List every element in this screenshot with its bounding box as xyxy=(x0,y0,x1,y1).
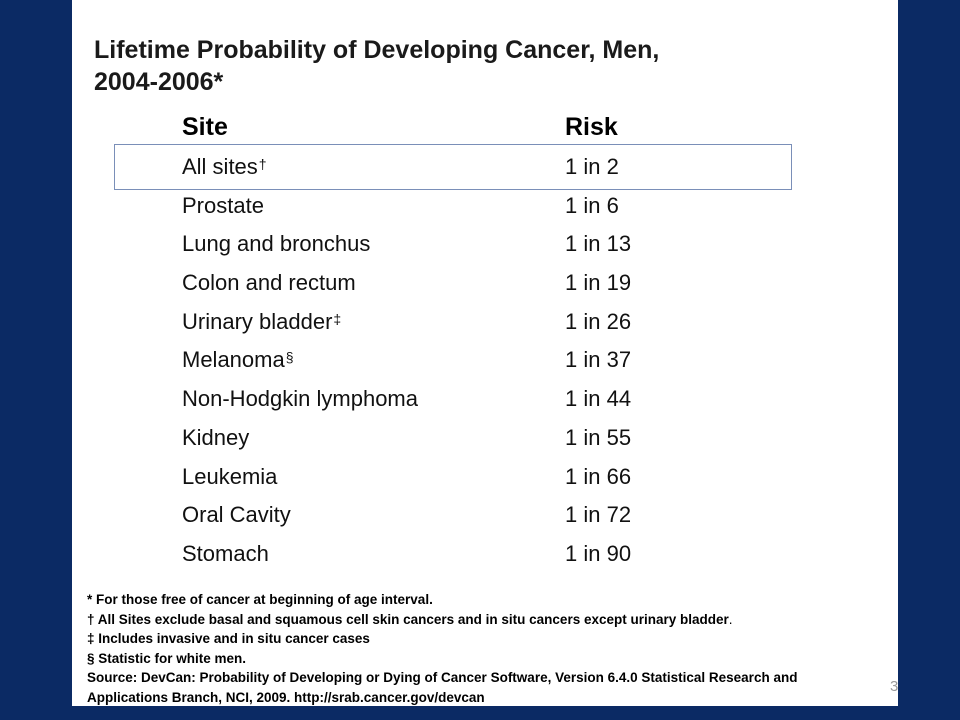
site-cell: Oral Cavity xyxy=(182,501,291,529)
site-name: Leukemia xyxy=(182,463,278,489)
source-line-1: Source: DevCan: Probability of Developin… xyxy=(87,670,798,685)
table-row: Leukemia 1 in 66 xyxy=(72,463,898,502)
table-row: Melanoma§ 1 in 37 xyxy=(72,346,898,385)
table-row: Kidney 1 in 55 xyxy=(72,424,898,463)
site-name: Colon and rectum xyxy=(182,270,356,296)
site-cell: Stomach xyxy=(182,540,269,568)
site-cell: Non-Hodgkin lymphoma xyxy=(182,385,418,413)
slide: Lifetime Probability of Developing Cance… xyxy=(72,4,898,706)
footnote-double-dagger: ‡ Includes invasive and in situ cancer c… xyxy=(87,631,370,646)
footnote-dagger-period: . xyxy=(728,611,733,627)
footnote-mark: † xyxy=(258,156,267,172)
risk-column-header: Risk xyxy=(565,113,618,141)
table-row: Lung and bronchus 1 in 13 xyxy=(72,230,898,269)
risk-cell: 1 in 55 xyxy=(565,424,632,450)
site-cell: Lung and bronchus xyxy=(182,230,370,258)
table-row: Urinary bladder‡ 1 in 26 xyxy=(72,308,898,347)
footnote-mark: § xyxy=(285,349,294,366)
footnote-dagger-text: † All Sites exclude basal and squamous c… xyxy=(87,611,729,627)
risk-cell: 1 in 13 xyxy=(565,231,632,257)
site-name: Urinary bladder xyxy=(182,308,333,334)
table-row: Stomach 1 in 90 xyxy=(72,540,898,579)
risk-cell: 1 in 6 xyxy=(565,192,619,218)
risk-cell: 1 in 72 xyxy=(565,502,632,528)
risk-cell: 1 in 44 xyxy=(565,386,632,412)
table-row: Prostate 1 in 6 xyxy=(72,192,898,231)
footnote-dagger: † All Sites exclude basal and squamous c… xyxy=(87,610,887,630)
site-cell: Kidney xyxy=(182,424,249,452)
risk-table: All sites† 1 in 2 Prostate 1 in 6 Lung and b… xyxy=(72,153,898,579)
table-row: Colon and rectum 1 in 19 xyxy=(72,269,898,308)
site-name: Prostate xyxy=(182,192,264,218)
table-row: All sites† 1 in 2 xyxy=(72,153,898,192)
page-number: 3 xyxy=(890,678,899,695)
right-frame-bar xyxy=(898,0,960,720)
site-cell: Prostate xyxy=(182,192,264,220)
footnotes: * For those free of cancer at beginning … xyxy=(87,590,887,707)
site-cell: Melanoma§ xyxy=(182,346,294,374)
footnote-mark: ‡ xyxy=(333,310,342,327)
slide-title-line-1: Lifetime Probability of Developing Cance… xyxy=(94,36,660,64)
site-name: Stomach xyxy=(182,540,269,566)
site-cell: Colon and rectum xyxy=(182,269,356,297)
site-cell: All sites† xyxy=(182,153,267,181)
footnote-section: § Statistic for white men. xyxy=(87,650,247,666)
risk-cell: 1 in 26 xyxy=(565,308,632,334)
site-name: Oral Cavity xyxy=(182,502,291,528)
slide-title-line-2: 2004-2006* xyxy=(94,68,224,96)
site-name: Melanoma xyxy=(182,347,285,373)
left-frame-bar xyxy=(0,0,72,720)
site-name: Lung and bronchus xyxy=(182,231,371,257)
site-name: All sites xyxy=(182,154,258,179)
source-line-2: Applications Branch, NCI, 2009. http://s… xyxy=(87,689,485,705)
site-cell: Leukemia xyxy=(182,463,277,491)
site-name: Kidney xyxy=(182,424,250,450)
risk-cell: 1 in 90 xyxy=(565,540,632,566)
table-row: Non-Hodgkin lymphoma 1 in 44 xyxy=(72,385,898,424)
risk-cell: 1 in 19 xyxy=(565,270,632,296)
footnote-asterisk: * For those free of cancer at beginning … xyxy=(87,592,433,607)
bottom-frame-bar xyxy=(0,706,960,720)
risk-cell: 1 in 2 xyxy=(565,154,619,179)
risk-cell: 1 in 37 xyxy=(565,347,632,373)
risk-cell: 1 in 66 xyxy=(565,463,632,489)
site-column-header: Site xyxy=(182,113,228,141)
all-sites-highlight-box xyxy=(114,144,792,190)
slide-title: Lifetime Probability of Developing Cance… xyxy=(94,34,854,98)
table-row: Oral Cavity 1 in 72 xyxy=(72,501,898,540)
site-name: Non-Hodgkin lymphoma xyxy=(182,386,418,412)
site-cell: Urinary bladder‡ xyxy=(182,308,341,336)
